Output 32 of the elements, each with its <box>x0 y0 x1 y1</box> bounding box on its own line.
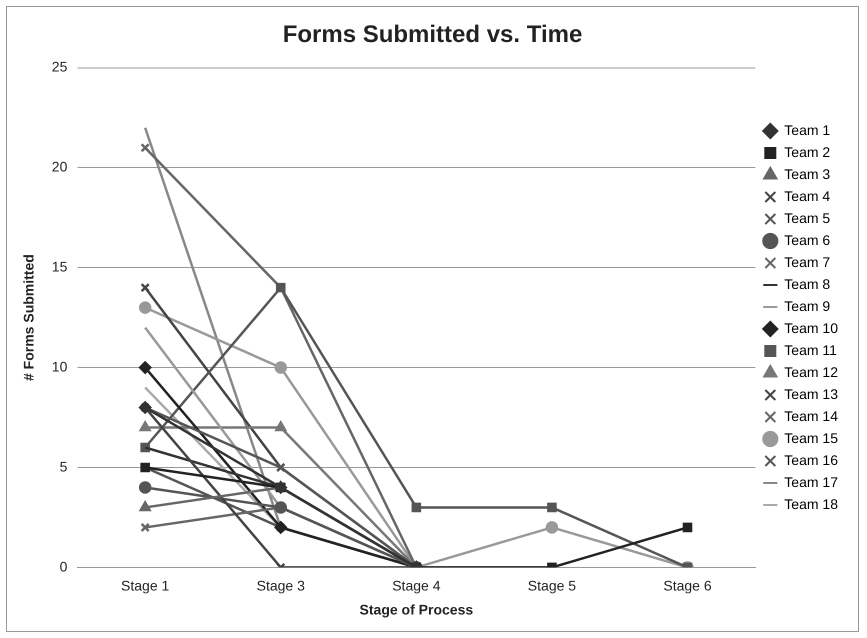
legend-label: Team 10 <box>784 320 838 336</box>
y-tick-label: 20 <box>52 158 68 175</box>
x-tick-label: Stage 1 <box>121 578 170 594</box>
legend-label: Team 2 <box>784 144 830 160</box>
y-tick-label: 5 <box>60 458 68 474</box>
legend-label: Team 15 <box>784 430 838 446</box>
legend-label: Team 12 <box>784 364 838 380</box>
legend-label: Team 4 <box>784 188 830 204</box>
legend-label: Team 5 <box>784 210 830 226</box>
legend-label: Team 7 <box>784 254 830 270</box>
y-tick-label: 15 <box>52 258 68 274</box>
y-tick-label: 0 <box>60 558 68 574</box>
x-tick-label: Stage 5 <box>528 578 576 594</box>
legend-label: Team 14 <box>784 408 838 424</box>
x-axis-title: Stage of Process <box>360 601 474 618</box>
legend-label: Team 6 <box>784 232 830 248</box>
legend-label: Team 9 <box>784 298 830 314</box>
legend-label: Team 11 <box>784 342 838 358</box>
legend-label: Team 17 <box>784 474 838 490</box>
legend-label: Team 3 <box>784 166 830 182</box>
legend-label: Team 13 <box>784 386 838 402</box>
x-tick-label: Stage 6 <box>663 578 712 594</box>
legend-label: Team 16 <box>784 452 838 468</box>
legend-label: Team 8 <box>784 276 830 292</box>
y-tick-label: 25 <box>52 58 68 75</box>
chart-title: Forms Submitted vs. Time <box>282 21 582 48</box>
legend-label: Team 18 <box>784 496 838 512</box>
x-tick-label: Stage 3 <box>256 578 306 594</box>
y-tick-label: 10 <box>52 358 68 374</box>
y-axis-title: # Forms Submitted <box>20 254 36 381</box>
legend-label: Team 1 <box>784 122 830 138</box>
x-tick-label: Stage 4 <box>392 578 441 594</box>
